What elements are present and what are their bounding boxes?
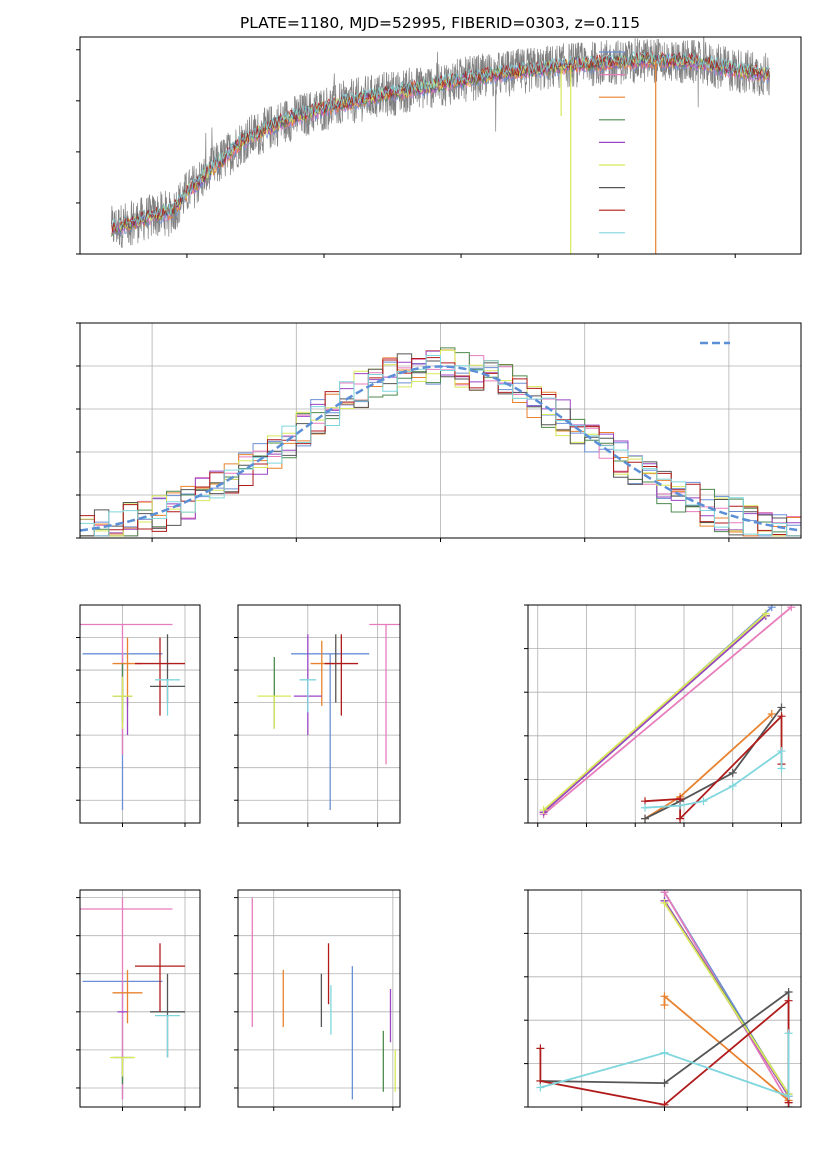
model-line xyxy=(111,50,770,232)
series-marker xyxy=(784,1029,793,1038)
series-marker xyxy=(728,768,737,777)
errorbar-point xyxy=(291,653,370,810)
series-line xyxy=(644,713,773,820)
frame-weight_vs_age xyxy=(524,604,802,827)
series-marker xyxy=(784,1092,793,1101)
axes-frame xyxy=(79,36,802,255)
plot-area-mass_vs_ebv xyxy=(251,897,396,1100)
frame-mass_vs_Z xyxy=(76,889,201,1111)
series-marker xyxy=(728,781,737,790)
series-marker xyxy=(676,801,685,810)
frame-age_vs_mass xyxy=(234,604,401,827)
series-marker xyxy=(660,1079,669,1088)
spectrum-data-line xyxy=(111,37,770,249)
series-line xyxy=(543,615,767,813)
series-marker xyxy=(767,710,776,718)
axes-weight_vs_age xyxy=(524,604,802,827)
histogram-series xyxy=(80,347,801,537)
normal-curve xyxy=(80,365,799,532)
plot-area-residuals xyxy=(80,347,801,537)
series-marker xyxy=(676,814,685,823)
errorbar-point xyxy=(135,637,185,716)
series-marker xyxy=(777,747,786,756)
legend-item xyxy=(599,119,625,121)
series-marker xyxy=(787,605,796,612)
axes-mass_vs_ebv xyxy=(234,889,401,1111)
frame-residuals xyxy=(76,322,802,542)
errorbar-point xyxy=(112,676,133,729)
errorbar-point xyxy=(112,969,143,1024)
series-marker xyxy=(784,996,793,1005)
series-marker xyxy=(660,890,669,897)
errorbar-point xyxy=(155,679,180,716)
legend-item xyxy=(599,164,625,166)
frame-age_vs_Z xyxy=(76,604,201,827)
frame-weight_vs_Z xyxy=(524,889,802,1111)
errorbar-point xyxy=(299,679,317,713)
series-marker xyxy=(660,1001,669,1010)
axes-frame xyxy=(527,604,802,824)
errorbar-point xyxy=(257,695,292,729)
legend-item xyxy=(599,232,625,234)
frame-spectrum xyxy=(76,36,802,258)
axes-residuals xyxy=(76,322,802,542)
errorbar-point xyxy=(369,623,400,765)
plot-area-age_vs_mass xyxy=(257,623,400,810)
series-line xyxy=(543,606,792,815)
series-marker xyxy=(784,987,793,996)
legend-item xyxy=(599,187,625,189)
series-marker xyxy=(777,712,786,721)
series-marker xyxy=(777,703,786,712)
axes-frame xyxy=(237,889,401,1108)
series-marker xyxy=(767,605,776,612)
plot-area-weight_vs_age xyxy=(539,605,796,823)
series-marker xyxy=(660,1100,669,1107)
series-marker xyxy=(660,992,669,1001)
axes-mass_vs_Z xyxy=(76,889,201,1111)
model-line xyxy=(111,53,770,231)
series-marker xyxy=(536,1083,545,1092)
axes-weight_vs_Z xyxy=(524,889,802,1111)
legend-item xyxy=(599,73,625,76)
series-line xyxy=(663,902,790,1095)
series-marker xyxy=(777,764,786,773)
series-marker xyxy=(660,1048,669,1057)
figure-title: PLATE=1180, MJD=52995, FIBERID=0303, z=0… xyxy=(240,14,640,32)
legend-item xyxy=(599,96,625,98)
series-marker xyxy=(539,805,548,814)
frame-mass_vs_ebv xyxy=(234,889,401,1111)
legend-spectrum xyxy=(599,51,625,234)
series-marker xyxy=(699,797,708,806)
legend-item xyxy=(599,209,625,211)
legend-item xyxy=(599,141,625,143)
series-marker xyxy=(761,609,770,618)
axes-frame xyxy=(79,889,201,1108)
histogram-series xyxy=(80,355,801,537)
legend-item xyxy=(599,51,625,53)
axes-age_vs_mass xyxy=(234,604,401,827)
series-line xyxy=(540,1033,790,1098)
errorbar-point xyxy=(155,1014,180,1058)
series-marker xyxy=(660,899,669,908)
plot-area-age_vs_Z xyxy=(80,623,185,810)
plots-layer xyxy=(76,36,802,1111)
errorbar-point xyxy=(110,1056,135,1077)
axes-age_vs_Z xyxy=(76,604,201,827)
series-line xyxy=(663,994,790,1102)
series-line xyxy=(543,613,767,811)
errorbar-point xyxy=(135,943,185,1012)
series-marker xyxy=(641,803,649,812)
plot-area-spectrum xyxy=(111,37,770,254)
errorbar-point xyxy=(324,634,359,716)
series-marker xyxy=(536,1044,545,1053)
plot-area-weight_vs_Z xyxy=(536,890,793,1107)
axes-frame xyxy=(79,604,201,824)
axes-spectrum xyxy=(76,36,802,258)
series-marker xyxy=(641,814,649,823)
plot-area-mass_vs_Z xyxy=(80,897,185,1100)
axes-frame xyxy=(237,604,401,824)
